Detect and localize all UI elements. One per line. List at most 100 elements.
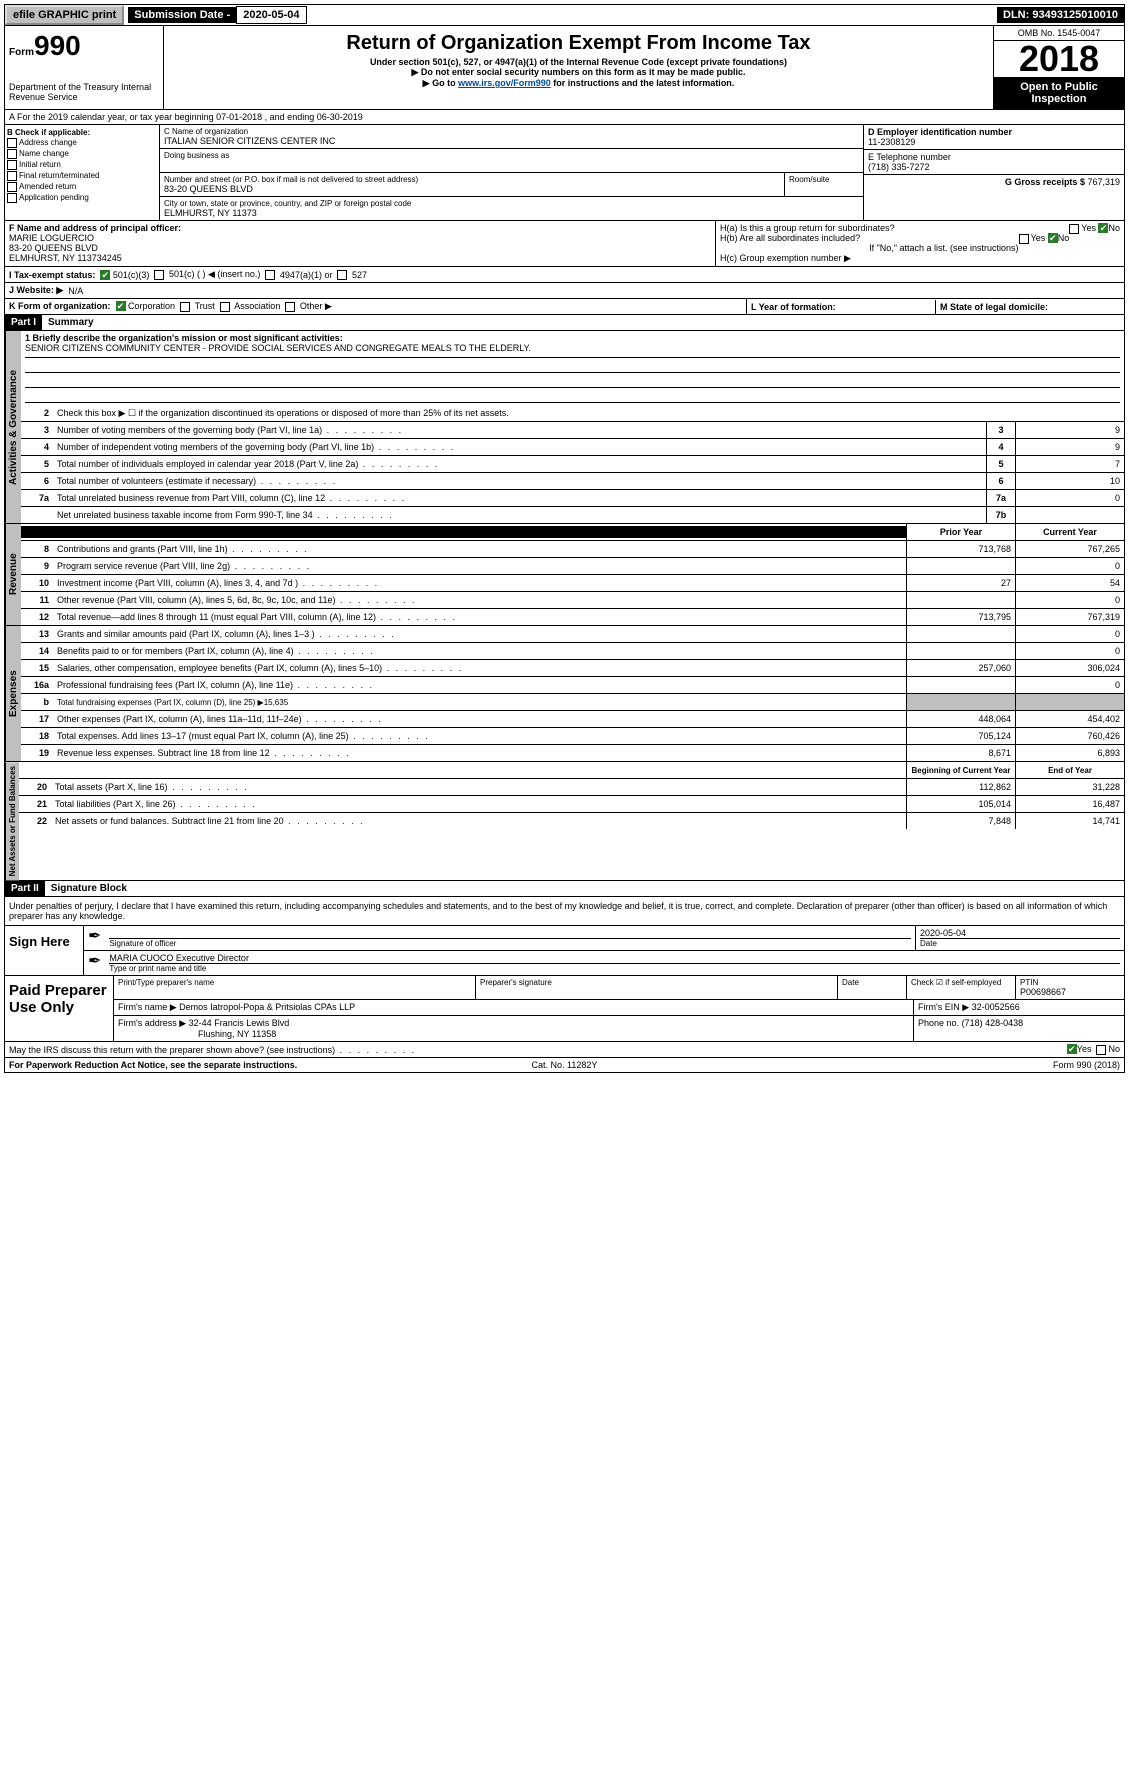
table-row: 5Total number of individuals employed in… (21, 456, 1124, 473)
check-address-change[interactable] (7, 138, 17, 148)
submission-date-label: Submission Date - (128, 7, 236, 23)
table-row: 19Revenue less expenses. Subtract line 1… (21, 745, 1124, 761)
efile-button[interactable]: efile GRAPHIC print (5, 5, 124, 25)
submission-date-value: 2020-05-04 (236, 6, 306, 24)
table-row: 12Total revenue—add lines 8 through 11 (… (21, 609, 1124, 625)
open-public-badge: Open to Public Inspection (994, 77, 1124, 109)
discuss-yes-checked[interactable]: ✔ (1067, 1044, 1077, 1054)
col-b-header: B Check if applicable: (7, 128, 157, 137)
check-amended[interactable] (7, 182, 17, 192)
table-row: 21Total liabilities (Part X, line 26)105… (19, 796, 1124, 813)
k-corp-checked[interactable]: ✔ (116, 301, 126, 311)
k-trust[interactable] (180, 302, 190, 312)
hb-note: If "No," attach a list. (see instruction… (720, 243, 1120, 253)
row-j: J Website: ▶ N/A (4, 283, 1125, 299)
governance-section: Activities & Governance 1 Briefly descri… (4, 331, 1125, 524)
officer-name: MARIE LOGUERCIO (9, 233, 711, 243)
ha-label: H(a) Is this a group return for subordin… (720, 223, 895, 233)
hb-label: H(b) Are all subordinates included? (720, 233, 860, 243)
part-ii-header: Part II Signature Block (4, 881, 1125, 897)
ein-label: D Employer identification number (868, 127, 1120, 137)
paid-preparer-label: Paid Preparer Use Only (5, 976, 114, 1041)
street-label: Number and street (or P.O. box if mail i… (164, 175, 780, 184)
website-value: N/A (68, 286, 83, 296)
hb-yes[interactable] (1019, 234, 1029, 244)
f-label: F Name and address of principal officer: (9, 223, 711, 233)
goto-prefix: ▶ Go to (423, 78, 458, 88)
form-header: Form990 Department of the Treasury Inter… (4, 26, 1125, 110)
discuss-row: May the IRS discuss this return with the… (4, 1042, 1125, 1058)
discuss-no[interactable] (1096, 1045, 1106, 1055)
fh-row: F Name and address of principal officer:… (4, 221, 1125, 267)
officer-addr1: 83-20 QUEENS BLVD (9, 243, 711, 253)
i-527[interactable] (337, 270, 347, 280)
firm-addr1: 32-44 Francis Lewis Blvd (189, 1018, 290, 1028)
dba-label: Doing business as (164, 151, 859, 160)
table-row: 13Grants and similar amounts paid (Part … (21, 626, 1124, 643)
check-application-pending[interactable] (7, 193, 17, 203)
page-footer: For Paperwork Reduction Act Notice, see … (4, 1058, 1125, 1073)
expenses-section: Expenses 13Grants and similar amounts pa… (4, 626, 1125, 762)
table-row: 8Contributions and grants (Part VIII, li… (21, 541, 1124, 558)
tab-expenses: Expenses (5, 626, 21, 761)
footer-form: Form 990 (2018) (750, 1060, 1120, 1070)
pen-icon: ✒ (84, 926, 105, 950)
k-assoc[interactable] (220, 302, 230, 312)
revenue-section: Revenue Prior Year Current Year 8Contrib… (4, 524, 1125, 626)
row-klm: K Form of organization: ✔ Corporation Tr… (4, 299, 1125, 315)
officer-addr2: ELMHURST, NY 113734245 (9, 253, 711, 263)
footer-cat: Cat. No. 11282Y (379, 1060, 749, 1070)
check-initial-return[interactable] (7, 160, 17, 170)
part-i-header: Part I Summary (4, 315, 1125, 331)
ptin-value: P00698667 (1020, 987, 1120, 997)
perjury-declaration: Under penalties of perjury, I declare th… (4, 897, 1125, 926)
check-name-change[interactable] (7, 149, 17, 159)
table-row: 7aTotal unrelated business revenue from … (21, 490, 1124, 507)
room-label: Room/suite (789, 175, 859, 184)
i-501c3-checked[interactable]: ✔ (100, 270, 110, 280)
col-prior-year: Prior Year (906, 524, 1015, 540)
table-row: Net unrelated business taxable income fr… (21, 507, 1124, 523)
table-row: 17Other expenses (Part IX, column (A), l… (21, 711, 1124, 728)
ha-yes[interactable] (1069, 224, 1079, 234)
i-501c[interactable] (154, 270, 164, 280)
table-row: 16aProfessional fundraising fees (Part I… (21, 677, 1124, 694)
officer-printed-name: MARIA CUOCO Executive Director (109, 953, 1120, 963)
form-prefix: Form (9, 47, 34, 58)
dln: DLN: 93493125010010 (997, 7, 1124, 23)
row-a-tax-year: A For the 2019 calendar year, or tax yea… (4, 110, 1125, 125)
table-row: 11Other revenue (Part VIII, column (A), … (21, 592, 1124, 609)
footer-left: For Paperwork Reduction Act Notice, see … (9, 1060, 379, 1070)
line2-text: Check this box ▶ ☐ if the organization d… (53, 407, 1124, 420)
col-current-year: Current Year (1015, 524, 1124, 540)
firm-name: Demos Iatropol-Popa & Pritsiolas CPAs LL… (179, 1002, 355, 1012)
city-state-zip: ELMHURST, NY 11373 (164, 208, 859, 218)
city-label: City or town, state or province, country… (164, 199, 859, 208)
col-d-right: D Employer identification number 11-2308… (863, 125, 1124, 220)
table-row: 4Number of independent voting members of… (21, 439, 1124, 456)
i-4947[interactable] (265, 270, 275, 280)
sign-date: 2020-05-04 (920, 928, 1120, 938)
part-ii-badge: Part II (5, 881, 45, 896)
balances-section: Net Assets or Fund Balances Beginning of… (4, 762, 1125, 881)
firm-addr2: Flushing, NY 11358 (118, 1029, 909, 1039)
part-ii-title: Signature Block (45, 881, 133, 896)
check-final-return[interactable] (7, 171, 17, 181)
firm-ein: 32-0052566 (972, 1002, 1020, 1012)
table-row: 18Total expenses. Add lines 13–17 (must … (21, 728, 1124, 745)
hb-no-checked[interactable]: ✔ (1048, 233, 1058, 243)
ha-no-checked[interactable]: ✔ (1098, 223, 1108, 233)
top-bar: efile GRAPHIC print Submission Date - 20… (4, 4, 1125, 26)
k-other[interactable] (285, 302, 295, 312)
table-row: 10Investment income (Part VIII, column (… (21, 575, 1124, 592)
pen-icon-2: ✒ (84, 951, 105, 975)
identity-block: B Check if applicable: Address change Na… (4, 125, 1125, 221)
gross-receipts-value: 767,319 (1087, 177, 1120, 187)
form-number: 990 (34, 30, 81, 61)
part-i-badge: Part I (5, 315, 42, 330)
ein-value: 11-2308129 (868, 137, 1120, 147)
row-i: I Tax-exempt status: ✔ 501(c)(3) 501(c) … (4, 267, 1125, 283)
street-address: 83-20 QUEENS BLVD (164, 184, 780, 194)
irs-link[interactable]: www.irs.gov/Form990 (458, 78, 551, 88)
form-title: Return of Organization Exempt From Incom… (168, 32, 989, 55)
